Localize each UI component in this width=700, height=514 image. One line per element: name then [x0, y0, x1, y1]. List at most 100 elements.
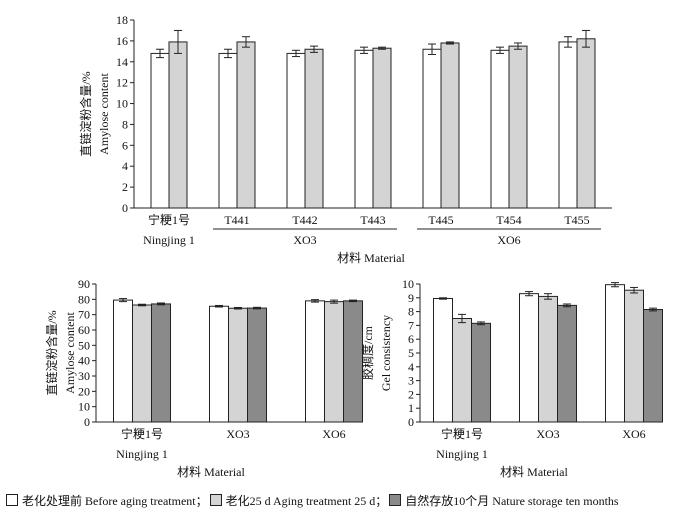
bar-before: [209, 305, 229, 423]
chart-top: 0 2 4 6 8 10 12 14 16 18 宁粳1号 T441 T442 T443 T445 T454 T…: [78, 13, 612, 265]
y-tick-label: 4: [408, 360, 414, 374]
bar-aging25: [624, 289, 644, 423]
x-tick-label: XO3: [226, 427, 249, 441]
y-tick-label: 50: [78, 338, 90, 352]
bar-storage10: [643, 309, 663, 423]
y-tick-label: 10: [116, 97, 128, 111]
x-axis-label: 材料 Material: [500, 465, 568, 479]
bar-before: [490, 49, 510, 209]
bar-before: [422, 48, 442, 209]
bar-before: [286, 52, 306, 209]
y-tick-label: 90: [78, 277, 90, 291]
bar-before: [519, 293, 539, 423]
y-tick-label: 1: [408, 401, 414, 415]
bar-before: [305, 300, 325, 423]
legend-item-aging25: 老化25 d Aging treatment 25 d；: [209, 492, 388, 509]
bar-before: [433, 297, 453, 423]
y-tick-label: 6: [408, 332, 414, 346]
x-tick-label: 宁粳1号: [148, 212, 190, 227]
bar-before: [354, 49, 374, 209]
group-label: XO3: [293, 233, 316, 247]
legend-item-storage10: 自然存放10个月 Nature storage ten months: [389, 492, 619, 509]
x-tick-label: T443: [360, 213, 385, 227]
y-axis-label-cn: 胶稠度/cm: [360, 325, 375, 380]
y-tick-label: 2: [408, 387, 414, 401]
x-tick-label: XO6: [622, 427, 645, 441]
bar-storage10: [247, 307, 267, 423]
legend: 老化处理前 Before aging treatment； 老化25 d Agi…: [6, 490, 700, 510]
bar-before: [113, 299, 133, 423]
x-tick-label: XO6: [322, 427, 345, 441]
group-label: Ningjing 1: [116, 447, 168, 461]
group-label: XO6: [497, 233, 520, 247]
y-axis-label-en: Amylose content: [63, 312, 77, 394]
legend-swatch-aging25: [209, 494, 222, 506]
y-axis-label-en: Amylose content: [97, 73, 111, 155]
bar-aging25: [228, 307, 248, 423]
bar-aging25: [508, 45, 528, 209]
bar-aging25: [304, 48, 324, 209]
group-label: Ningjing 1: [436, 447, 488, 461]
y-tick-label: 10: [78, 400, 90, 414]
y-tick-label: 3: [408, 374, 414, 388]
bar-before: [605, 284, 625, 423]
bar-before: [218, 52, 238, 209]
bar-aging25: [372, 47, 392, 209]
bar-aging25: [132, 304, 152, 423]
y-tick-label: 9: [408, 291, 414, 305]
y-tick-label: 10: [402, 277, 414, 291]
y-tick-label: 12: [116, 76, 128, 90]
y-tick-label: 20: [78, 384, 90, 398]
y-tick-label: 5: [408, 346, 414, 360]
y-tick-label: 30: [78, 369, 90, 383]
y-tick-label: 0: [122, 201, 128, 215]
bar-aging25: [440, 42, 460, 209]
y-tick-label: 6: [122, 138, 128, 152]
bar-storage10: [151, 303, 171, 423]
y-tick-label: 0: [408, 415, 414, 429]
bar-aging25: [452, 318, 472, 423]
y-tick-label: 18: [116, 13, 128, 27]
y-tick-label: 8: [122, 117, 128, 131]
x-tick-label: T445: [428, 213, 453, 227]
group-label: Ningjing 1: [143, 233, 195, 247]
x-axis-label: 材料 Material: [337, 251, 405, 265]
bar-aging25: [538, 295, 558, 423]
y-axis-label-cn: 直链淀粉含量/%: [44, 310, 59, 395]
y-tick-label: 4: [122, 159, 128, 173]
legend-label-before: 老化处理前 Before aging treatment；: [22, 493, 208, 508]
y-tick-label: 14: [116, 55, 128, 69]
legend-item-before: 老化处理前 Before aging treatment；: [6, 492, 208, 509]
bar-storage10: [471, 322, 491, 423]
bar-before: [558, 41, 578, 209]
y-tick-label: 16: [116, 34, 128, 48]
x-axis-label: 材料 Material: [177, 465, 245, 479]
x-tick-label: XO3: [536, 427, 559, 441]
x-tick-label: T442: [292, 213, 317, 227]
legend-label-aging25: 老化25 d Aging treatment 25 d；: [225, 493, 388, 508]
legend-swatch-storage10: [389, 494, 402, 506]
y-tick-label: 70: [78, 308, 90, 322]
y-tick-label: 8: [408, 305, 414, 319]
x-tick-label: 宁粳1号: [441, 426, 483, 441]
bar-storage10: [557, 304, 577, 423]
legend-label-storage10: 自然存放10个月 Nature storage ten months: [405, 493, 619, 508]
x-tick-label: T441: [224, 213, 249, 227]
x-tick-label: T454: [496, 213, 521, 227]
bar-aging25: [324, 301, 344, 423]
y-tick-label: 0: [84, 415, 90, 429]
y-tick-label: 80: [78, 292, 90, 306]
bar-before: [150, 52, 170, 209]
x-tick-label: 宁粳1号: [121, 426, 163, 441]
bar-aging25: [168, 41, 188, 209]
y-tick-label: 2: [122, 180, 128, 194]
y-axis-label-en: Gel consistency: [379, 315, 393, 391]
y-tick-label: 60: [78, 323, 90, 337]
y-tick-label: 7: [408, 318, 414, 332]
bar-storage10: [343, 300, 363, 423]
bar-aging25: [576, 38, 596, 209]
bar-aging25: [236, 41, 256, 209]
